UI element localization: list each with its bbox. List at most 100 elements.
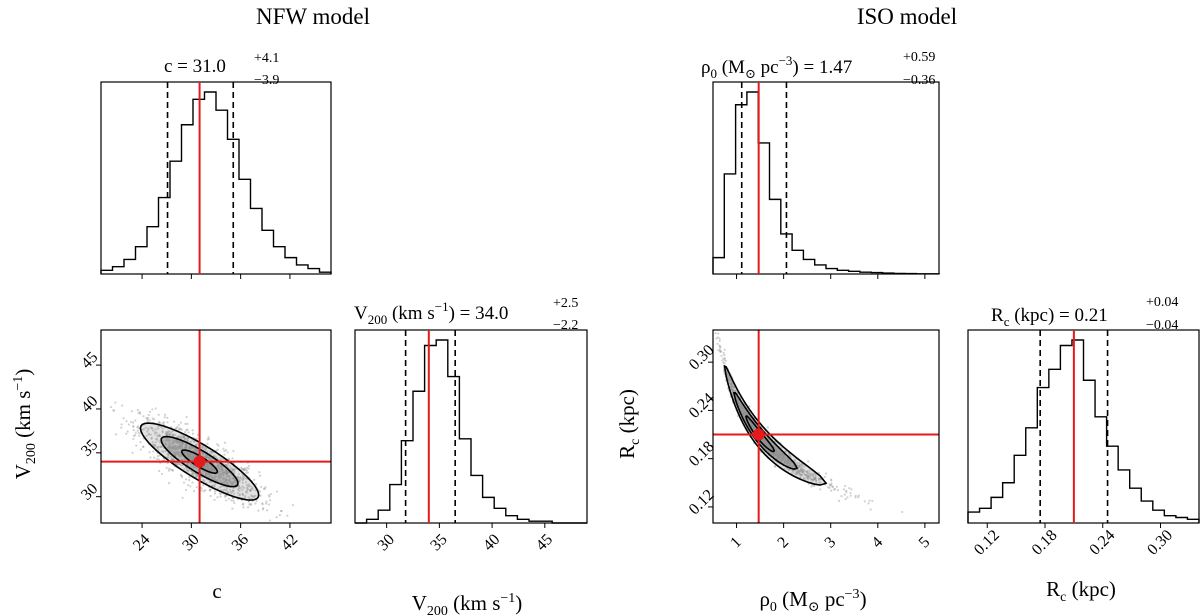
sample-point — [248, 488, 252, 492]
sample-point — [121, 404, 124, 407]
sample-point — [831, 486, 834, 489]
y-tick-label: 35 — [78, 437, 101, 460]
sample-point — [167, 438, 170, 441]
sample-point — [729, 382, 732, 385]
sample-point — [170, 458, 173, 461]
sample-point — [153, 445, 157, 448]
sample-point — [170, 443, 174, 446]
sample-point — [803, 473, 806, 476]
x-tick-label: 30 — [375, 531, 398, 554]
sample-point — [171, 469, 174, 472]
sample-point — [177, 445, 180, 448]
y-tick-label: 45 — [78, 349, 101, 372]
sample-point — [179, 445, 183, 448]
sample-point — [147, 432, 151, 435]
sample-point — [775, 448, 778, 451]
sample-point — [737, 402, 741, 405]
sample-point — [776, 447, 779, 451]
sample-point — [791, 469, 794, 472]
sample-point — [777, 453, 780, 456]
sample-point — [126, 430, 129, 433]
sample-point — [794, 470, 798, 473]
sample-point — [802, 469, 805, 473]
sample-point — [205, 455, 208, 458]
median-point — [193, 455, 206, 468]
sample-point — [772, 444, 775, 448]
sample-point — [233, 470, 236, 473]
sample-point — [736, 399, 739, 402]
sample-point — [238, 480, 241, 483]
sample-point — [181, 446, 184, 449]
sample-point — [154, 432, 157, 436]
sample-point — [798, 473, 802, 476]
sample-point — [171, 441, 174, 444]
sample-point — [800, 473, 803, 477]
sample-point — [179, 453, 182, 456]
sample-point — [264, 502, 268, 505]
sample-point — [787, 459, 790, 462]
sample-point — [787, 460, 790, 464]
x-tick-label: 30 — [179, 531, 202, 554]
sample-point — [729, 378, 732, 382]
sample-point — [208, 480, 212, 483]
sample-point — [726, 372, 729, 375]
sample-point — [773, 451, 776, 454]
sample-point — [172, 442, 176, 445]
sample-point — [184, 422, 187, 425]
sample-point — [247, 500, 251, 503]
sample-point — [204, 471, 207, 475]
sample-point — [178, 444, 182, 447]
sample-point — [291, 504, 295, 507]
sample-point — [258, 471, 261, 474]
sample-point — [213, 485, 216, 488]
sample-point — [154, 441, 157, 444]
sample-point — [233, 477, 236, 481]
sample-point — [169, 442, 172, 446]
sample-point — [164, 442, 167, 445]
sample-point — [185, 446, 188, 449]
sample-point — [225, 473, 228, 476]
sample-point — [782, 454, 785, 457]
sample-point — [192, 467, 195, 470]
sample-point — [805, 474, 809, 477]
sample-point — [176, 440, 179, 443]
sample-point — [224, 463, 228, 466]
sample-point — [167, 456, 170, 459]
sample-point — [176, 442, 179, 445]
sample-point — [730, 388, 733, 391]
sample-point — [209, 488, 212, 491]
sample-point — [731, 386, 734, 389]
sample-point — [768, 451, 771, 454]
sample-point — [247, 464, 251, 468]
sample-point — [170, 468, 173, 471]
sample-point — [796, 473, 799, 476]
sample-point — [157, 439, 160, 442]
sample-point — [783, 461, 786, 464]
sample-point — [158, 434, 162, 437]
sample-point — [206, 456, 209, 459]
sample-point — [218, 467, 221, 470]
sample-point — [848, 487, 851, 490]
sample-point — [187, 431, 190, 434]
sample-point — [168, 448, 171, 451]
sample-point — [166, 421, 169, 424]
sample-point — [840, 495, 843, 498]
sample-point — [179, 441, 182, 444]
sample-point — [254, 489, 257, 492]
sample-point — [177, 447, 180, 450]
sample-point — [179, 442, 182, 445]
sample-point — [771, 458, 775, 461]
sample-point — [732, 384, 735, 388]
sample-point — [178, 455, 181, 458]
sample-point — [172, 447, 175, 451]
sample-point — [819, 488, 822, 491]
sample-point — [207, 475, 210, 479]
sample-point — [247, 483, 250, 486]
sample-point — [176, 451, 179, 455]
sample-point — [192, 447, 195, 450]
sample-point — [773, 452, 776, 456]
sample-point — [732, 389, 736, 392]
sample-point — [237, 473, 240, 476]
sample-point — [782, 455, 785, 459]
sample-point — [248, 489, 252, 492]
